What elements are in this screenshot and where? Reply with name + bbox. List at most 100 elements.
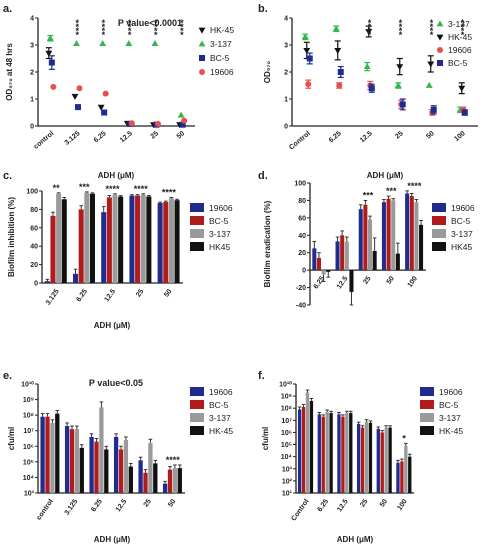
legend: HK-45 3-137 BC-5 19606 bbox=[198, 25, 234, 77]
data-point bbox=[128, 120, 135, 127]
y-tick-label: 10⁸ bbox=[23, 413, 34, 420]
x-tick-label: 50 bbox=[176, 130, 187, 140]
bar bbox=[113, 436, 119, 493]
significance-label: *** bbox=[363, 190, 374, 200]
data-point bbox=[399, 101, 406, 108]
legend-item: HK-45 bbox=[190, 426, 233, 436]
bar bbox=[129, 195, 135, 283]
legend-item: 19606 bbox=[190, 387, 233, 397]
bar bbox=[408, 456, 412, 493]
significance-label: **** bbox=[166, 455, 181, 465]
bar bbox=[376, 428, 380, 493]
legend-item: 3-137 bbox=[432, 229, 473, 239]
series-3-137 bbox=[50, 401, 178, 493]
y-tick-label: 80 bbox=[298, 198, 306, 205]
x-tick-label: 25 bbox=[359, 498, 369, 508]
significance-label: **** bbox=[134, 184, 149, 194]
significance-star: * bbox=[75, 26, 79, 36]
legend-swatch bbox=[420, 413, 434, 422]
legend-label: BC-5 bbox=[209, 400, 229, 410]
x-tick-label: 25 bbox=[135, 288, 145, 298]
bar bbox=[341, 416, 345, 493]
data-point bbox=[155, 120, 161, 127]
legend-label: 3-137 bbox=[439, 413, 461, 423]
x-tick-label: 12.5 bbox=[336, 275, 350, 290]
bar bbox=[78, 209, 84, 283]
x-tick-label: 50 bbox=[379, 498, 389, 508]
bar bbox=[316, 257, 321, 271]
series-19606 bbox=[50, 83, 188, 127]
x-tick-label: 12.5 bbox=[336, 498, 350, 513]
x-tick-label: Control bbox=[290, 498, 310, 522]
legend-marker bbox=[198, 27, 206, 34]
data-point bbox=[97, 104, 105, 111]
bar bbox=[360, 427, 365, 493]
y-tick-label: 2 bbox=[284, 70, 288, 77]
x-tick-label: 6.25 bbox=[75, 288, 89, 303]
legend-swatch bbox=[190, 203, 204, 212]
y-tick-label: 0 bbox=[30, 124, 34, 131]
legend-swatch bbox=[420, 426, 434, 435]
bar bbox=[386, 198, 391, 271]
bar bbox=[44, 281, 50, 283]
data-point bbox=[458, 85, 466, 92]
legend-label: BC-5 bbox=[451, 216, 471, 226]
data-point bbox=[46, 34, 54, 41]
y-tick-label: 0 bbox=[284, 124, 288, 131]
data-point bbox=[177, 111, 185, 118]
y-tick-label: 4 bbox=[284, 16, 288, 23]
significance-star: * bbox=[154, 30, 158, 40]
bar bbox=[50, 422, 55, 493]
x-tick-label: 25 bbox=[143, 498, 153, 508]
series-3-137 bbox=[46, 34, 185, 118]
data-point bbox=[306, 55, 313, 62]
bar bbox=[50, 215, 56, 283]
bar bbox=[337, 414, 341, 493]
bar bbox=[414, 202, 419, 271]
legend-swatch bbox=[190, 426, 204, 435]
bar bbox=[344, 241, 349, 271]
bar bbox=[168, 198, 174, 283]
x-axis-title: ADH (μM) bbox=[367, 171, 404, 180]
significance-label: *** bbox=[386, 186, 397, 196]
x-tick-label: 50 bbox=[167, 498, 177, 508]
legend-label: 19606 bbox=[209, 203, 233, 213]
y-axis-title: Biofilm inhibition (%) bbox=[7, 197, 16, 277]
bar bbox=[118, 196, 124, 283]
legend-label: BC-5 bbox=[209, 216, 229, 226]
data-point bbox=[48, 59, 55, 66]
legend-label: BC-5 bbox=[210, 53, 230, 63]
bar bbox=[162, 483, 168, 493]
legend-swatch bbox=[420, 387, 434, 396]
legend-label: 3-137 bbox=[451, 229, 473, 239]
x-tick-label: 25 bbox=[394, 130, 405, 140]
legend-label: BC-5 bbox=[439, 400, 459, 410]
legend-item: BC-5 bbox=[199, 53, 230, 63]
x-tick-label: 50 bbox=[163, 288, 173, 298]
x-tick-label: 12.5 bbox=[115, 498, 129, 513]
x-tick-label: 6.25 bbox=[328, 130, 343, 144]
bar bbox=[349, 270, 354, 292]
bar bbox=[135, 195, 141, 283]
significance-star: * bbox=[180, 22, 184, 32]
bar bbox=[326, 270, 331, 272]
panel-f: f. 10¹ 10² 10³ 10⁴ 10⁵ 10⁶ 10⁷ 10⁸ 10⁹ 10¹⁰ Control… bbox=[258, 370, 463, 544]
legend-marker bbox=[436, 20, 444, 27]
series-BC-5 bbox=[50, 194, 169, 283]
significance-star: * bbox=[430, 22, 434, 32]
y-axis-title: Biofilm eradication (%) bbox=[263, 200, 272, 287]
y-tick-label: 80 bbox=[30, 207, 38, 214]
data-point bbox=[50, 83, 57, 90]
bar bbox=[364, 421, 369, 493]
significance-star: * bbox=[128, 22, 132, 32]
legend-label: BC-5 bbox=[448, 58, 468, 68]
bar bbox=[405, 193, 410, 271]
series-BC-5 bbox=[316, 193, 414, 271]
y-tick-label: 10³ bbox=[24, 491, 35, 498]
data-point bbox=[334, 48, 342, 54]
y-axis-title: OD₅₇₀ at 48 hrs bbox=[5, 43, 14, 101]
bar bbox=[106, 197, 112, 283]
y-tick-label: 60 bbox=[30, 225, 38, 232]
bar bbox=[73, 273, 79, 283]
